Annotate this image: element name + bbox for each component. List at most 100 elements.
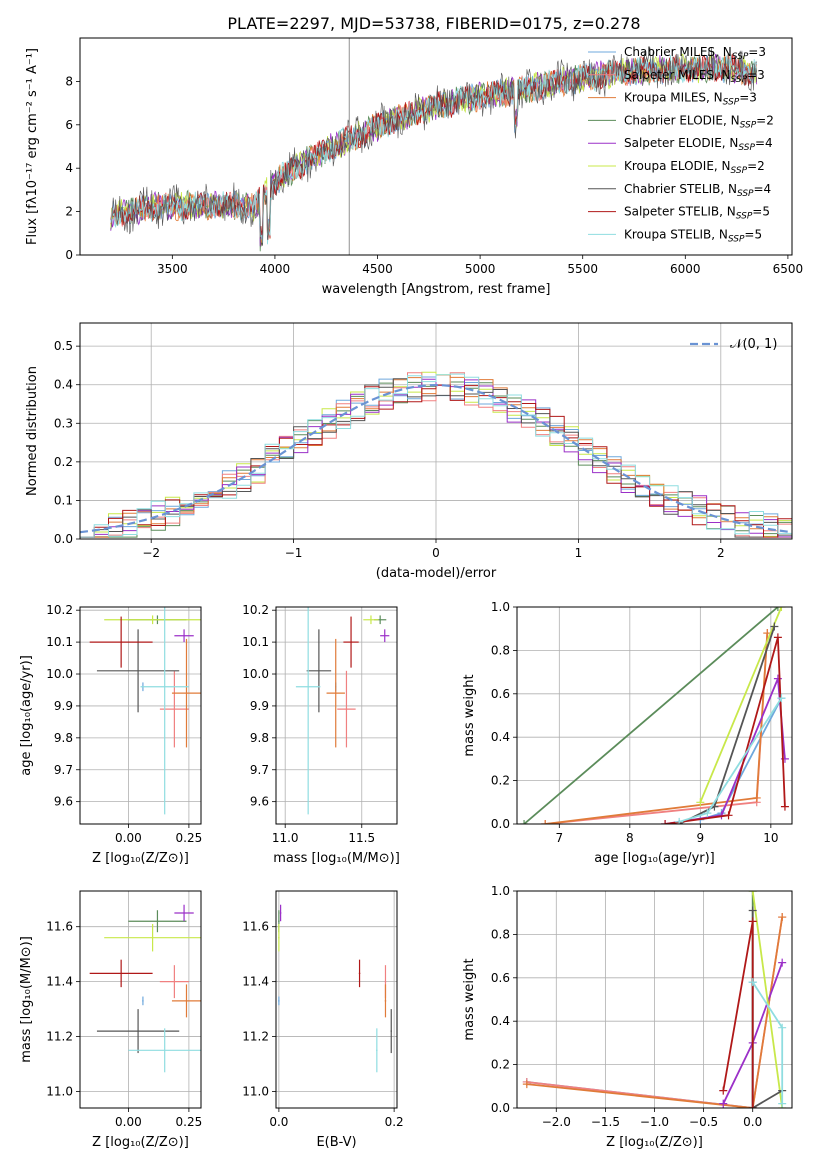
y-tick-label: 0.5	[54, 339, 73, 353]
legend-label: Chabrier STELIB, NSSP=4	[624, 182, 771, 199]
x-tick-label: 0.25	[176, 831, 203, 845]
x-tick-label: 10	[763, 831, 778, 845]
axes-frame	[516, 890, 793, 1109]
mass-weight-marker-8	[778, 1023, 787, 1032]
mass-weight-marker-4	[778, 958, 787, 967]
y-tick-label: 0.2	[491, 1058, 510, 1072]
y-tick-label: 0.6	[491, 687, 510, 701]
y-tick-label: 4	[65, 161, 73, 175]
mass-weight-marker-4	[773, 674, 782, 683]
mass-weight-marker-8	[748, 978, 757, 987]
x-tick-label: 5500	[567, 262, 598, 276]
x-tick-label: 0.00	[115, 831, 142, 845]
x-tick-label: 2	[717, 546, 725, 560]
y-axis-label: mass weight	[462, 958, 477, 1040]
x-axis-label: (data-model)/error	[376, 566, 497, 581]
y-tick-label: 9.9	[250, 699, 269, 713]
axes-frame	[79, 37, 793, 256]
x-tick-label: 11.0	[272, 831, 299, 845]
mass-weight-line-5	[751, 891, 784, 1108]
x-axis-label: mass [log₁₀(M/M⊙)]	[273, 851, 400, 866]
y-tick-label: 11.0	[242, 1085, 269, 1099]
spectrum-line-6	[110, 47, 757, 247]
axes-frame	[275, 890, 398, 1109]
x-tick-label: 0.00	[115, 1115, 142, 1129]
y-tick-label: 10.1	[242, 635, 269, 649]
y-tick-label: 1.0	[491, 600, 510, 614]
x-tick-label: 0.0	[269, 1115, 288, 1129]
legend: Chabrier MILES, NSSP=3 Salpeter MILES, NS…	[588, 45, 774, 244]
mass-weight-line-7	[722, 921, 754, 1108]
mass-weight-marker-6	[770, 622, 779, 631]
legend-label: Salpeter MILES, NSSP=3	[624, 68, 765, 85]
mass-weight-marker-7	[780, 802, 789, 811]
panel-age_vs_Z: 0.00 0.25 9.6 9.7 9.8 9.9 10.0 10.1 10.2 Z [log₁₀…	[19, 603, 203, 866]
plot-area	[278, 904, 392, 1073]
y-tick-label: 11.2	[242, 1030, 269, 1044]
mass-weight-marker-3	[520, 820, 529, 824]
plot-area	[80, 371, 792, 538]
mass-weight-marker-7	[661, 820, 670, 824]
mass-weight-line-0	[526, 982, 754, 1108]
y-tick-label: 9.8	[250, 731, 269, 745]
y-axis-label: mass weight	[462, 674, 477, 756]
y-tick-label: 10.2	[46, 603, 73, 617]
panel-mass_vs_Z: 0.00 0.25 11.0 11.2 11.4 11.6 Z [log₁₀(Z/Z⊙)] m…	[19, 890, 202, 1150]
y-tick-label: 0.4	[491, 1014, 510, 1028]
mass-weight-line-2	[526, 916, 784, 1108]
spectrum-line-3	[110, 55, 758, 252]
x-tick-label: 5000	[465, 262, 496, 276]
panel-spectrum: 3500 4000 4500 5000 5500 6000 6500 0 2 4 6 8 wavelen…	[25, 37, 804, 297]
panel-age_vs_mass: 11.0 11.5 9.6 9.7 9.8 9.9 10.0 10.1 10.2 mass [lo…	[242, 603, 400, 866]
mass-weight-marker-2	[541, 820, 550, 824]
y-tick-label: 0	[65, 248, 73, 262]
x-tick-label: −1	[285, 546, 303, 560]
y-tick-label: 0.4	[54, 378, 73, 392]
x-tick-label: −2.0	[542, 1115, 571, 1129]
mass-weight-marker-5	[696, 798, 705, 807]
y-tick-label: 0.1	[54, 493, 73, 507]
x-axis-label: E(B-V)	[316, 1135, 356, 1150]
x-tick-label: 0.0	[743, 1115, 762, 1129]
axes-frame	[79, 606, 202, 825]
legend-label: Chabrier ELODIE, NSSP=2	[624, 113, 774, 130]
y-tick-label: 10.0	[242, 667, 269, 681]
x-tick-label: 0	[432, 546, 440, 560]
y-tick-label: 6	[65, 118, 73, 132]
mass-weight-marker-7	[719, 1086, 728, 1095]
panel-massweight_vs_age: 7 8 9 10 0.0 0.2 0.4 0.6 0.8 1.0 age [log₁₀(age/yr…	[462, 600, 793, 866]
mass-weight-marker-5	[777, 607, 786, 611]
plot-area	[110, 38, 758, 255]
y-tick-label: 9.7	[250, 763, 269, 777]
x-tick-label: 9	[697, 831, 705, 845]
mass-weight-marker-8	[703, 809, 712, 818]
x-tick-label: 6500	[773, 262, 804, 276]
y-axis-label: age [log₁₀(age/yr)]	[19, 655, 34, 776]
histogram-6	[80, 378, 792, 538]
mass-weight-marker-4	[719, 1099, 728, 1108]
plot-area	[89, 607, 201, 815]
gaussian-legend-label: 𝒩(0, 1)	[730, 337, 777, 352]
y-tick-label: 11.4	[242, 975, 269, 989]
panel-mass_vs_EBV: 0.0 0.2 11.0 11.2 11.4 11.6 E(B-V)	[242, 890, 404, 1150]
y-tick-label: 1.0	[491, 884, 510, 898]
y-axis-label: mass [log₁₀(M/M⊙)]	[19, 936, 34, 1063]
spectrum-line-7	[110, 54, 758, 240]
plot-area	[522, 891, 787, 1108]
y-tick-label: 2	[65, 205, 73, 219]
legend-label: Salpeter STELIB, NSSP=5	[624, 205, 770, 222]
x-tick-label: −1.5	[591, 1115, 620, 1129]
histogram-5	[80, 371, 792, 538]
mass-weight-marker-2	[522, 1080, 531, 1089]
y-tick-label: 0.0	[491, 1101, 510, 1115]
mass-weight-marker-8	[777, 694, 786, 703]
legend-label: Salpeter ELODIE, NSSP=4	[624, 136, 773, 153]
y-axis-label: Normed distribution	[25, 366, 40, 496]
x-tick-label: 7	[555, 831, 563, 845]
x-axis-label: Z [log₁₀(Z/Z⊙)]	[606, 1135, 703, 1150]
x-tick-label: −2	[142, 546, 160, 560]
mass-weight-marker-3	[773, 607, 782, 611]
mass-weight-marker-7	[724, 811, 733, 820]
mass-weight-marker-5	[748, 891, 757, 895]
mass-weight-line-3	[523, 607, 779, 824]
